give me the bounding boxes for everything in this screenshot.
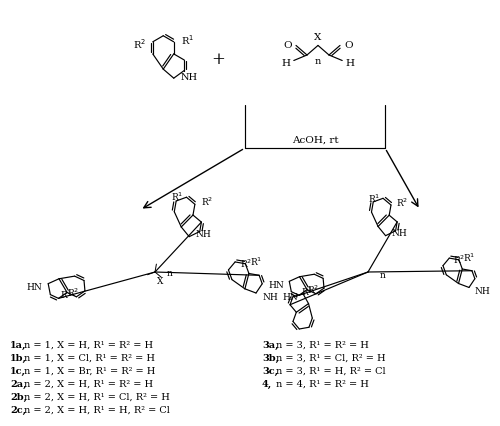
Text: O: O [284,41,292,50]
Text: HN: HN [282,294,298,302]
Text: R$^2$: R$^2$ [240,258,252,270]
Text: H: H [345,59,354,68]
Text: NH: NH [181,73,198,82]
Text: O: O [344,41,352,50]
Text: R$^2$: R$^2$ [201,196,213,208]
Text: +: + [211,52,225,69]
Text: 1c,: 1c, [10,366,26,375]
Text: n: n [315,58,321,66]
Text: n = 3, R¹ = H, R² = Cl: n = 3, R¹ = H, R² = Cl [276,366,386,375]
Text: R$^1$: R$^1$ [171,191,183,203]
Text: 3a,: 3a, [262,340,278,349]
Text: 2b,: 2b, [10,392,27,402]
Text: 1a,: 1a, [10,340,26,349]
Text: 3c,: 3c, [262,366,278,375]
Text: n = 2, X = H, R¹ = R² = H: n = 2, X = H, R¹ = R² = H [24,380,153,389]
Text: AcOH, rt: AcOH, rt [292,135,339,144]
Text: R$^2$: R$^2$ [396,197,408,209]
Text: R$^1$: R$^1$ [181,33,194,47]
Text: 3b,: 3b, [262,354,279,363]
Text: H: H [282,59,291,68]
Text: n: n [167,270,173,279]
Text: n = 3, R¹ = R² = H: n = 3, R¹ = R² = H [276,340,369,349]
Text: n = 3, R¹ = Cl, R² = H: n = 3, R¹ = Cl, R² = H [276,354,386,363]
Text: NH: NH [195,230,211,239]
Text: R$^1$: R$^1$ [300,285,313,298]
Text: R$^1$: R$^1$ [463,252,475,264]
Text: n = 4, R¹ = R² = H: n = 4, R¹ = R² = H [276,380,369,389]
Text: R$^1$: R$^1$ [60,289,72,301]
Text: n = 1, X = Cl, R¹ = R² = H: n = 1, X = Cl, R¹ = R² = H [24,354,155,363]
Text: 4,: 4, [262,380,272,389]
Text: NH: NH [474,287,490,296]
Text: R$^1$: R$^1$ [250,256,262,268]
Text: 2c,: 2c, [10,406,26,414]
Text: R$^2$: R$^2$ [66,287,79,299]
Text: X: X [314,33,322,42]
Text: 2a,: 2a, [10,380,26,389]
Text: HN: HN [268,281,284,290]
Text: NH: NH [262,293,278,302]
Text: R$^2$: R$^2$ [133,37,146,51]
Text: X: X [157,277,164,287]
Text: R$^1$: R$^1$ [368,192,380,204]
Text: R$^2$: R$^2$ [454,254,466,266]
Text: n = 2, X = H, R¹ = Cl, R² = H: n = 2, X = H, R¹ = Cl, R² = H [24,392,170,401]
Text: HN: HN [26,283,42,292]
Text: n: n [380,271,386,280]
Text: NH: NH [392,229,407,238]
Text: 1b,: 1b, [10,354,27,363]
Text: R$^2$: R$^2$ [306,284,319,296]
Text: n = 1, X = H, R¹ = R² = H: n = 1, X = H, R¹ = R² = H [24,340,153,349]
Text: n = 1, X = Br, R¹ = R² = H: n = 1, X = Br, R¹ = R² = H [24,366,156,375]
Text: n = 2, X = H, R¹ = H, R² = Cl: n = 2, X = H, R¹ = H, R² = Cl [24,406,170,414]
